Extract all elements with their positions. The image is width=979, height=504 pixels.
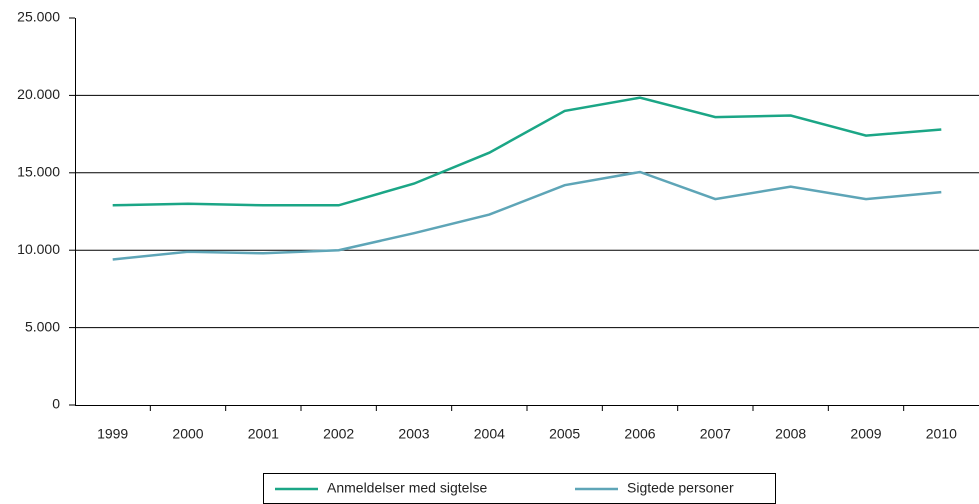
y-tick-label: 0 xyxy=(52,396,60,412)
legend-label: Anmeldelser med sigtelse xyxy=(327,480,488,496)
x-tick-label: 2002 xyxy=(323,426,354,442)
x-tick-label: 2007 xyxy=(700,426,731,442)
x-tick-label: 2008 xyxy=(775,426,806,442)
x-tick-label: 2004 xyxy=(474,426,505,442)
x-tick-label: 2010 xyxy=(926,426,957,442)
y-tick-label: 25.000 xyxy=(17,9,60,25)
x-tick-label: 2006 xyxy=(624,426,655,442)
x-tick-label: 2009 xyxy=(850,426,881,442)
x-tick-label: 2001 xyxy=(248,426,279,442)
series-line xyxy=(112,170,942,261)
legend-label: Sigtede personer xyxy=(627,480,734,496)
x-tick-label: 2003 xyxy=(398,426,429,442)
y-tick-label: 20.000 xyxy=(17,86,60,102)
x-tick-label: 2005 xyxy=(549,426,580,442)
x-tick-label: 1999 xyxy=(97,426,128,442)
y-tick-label: 5.000 xyxy=(25,318,60,334)
y-tick-label: 15.000 xyxy=(17,164,60,180)
x-tick-label: 2000 xyxy=(172,426,203,442)
y-tick-label: 10.000 xyxy=(17,241,60,257)
series-line xyxy=(112,96,942,207)
